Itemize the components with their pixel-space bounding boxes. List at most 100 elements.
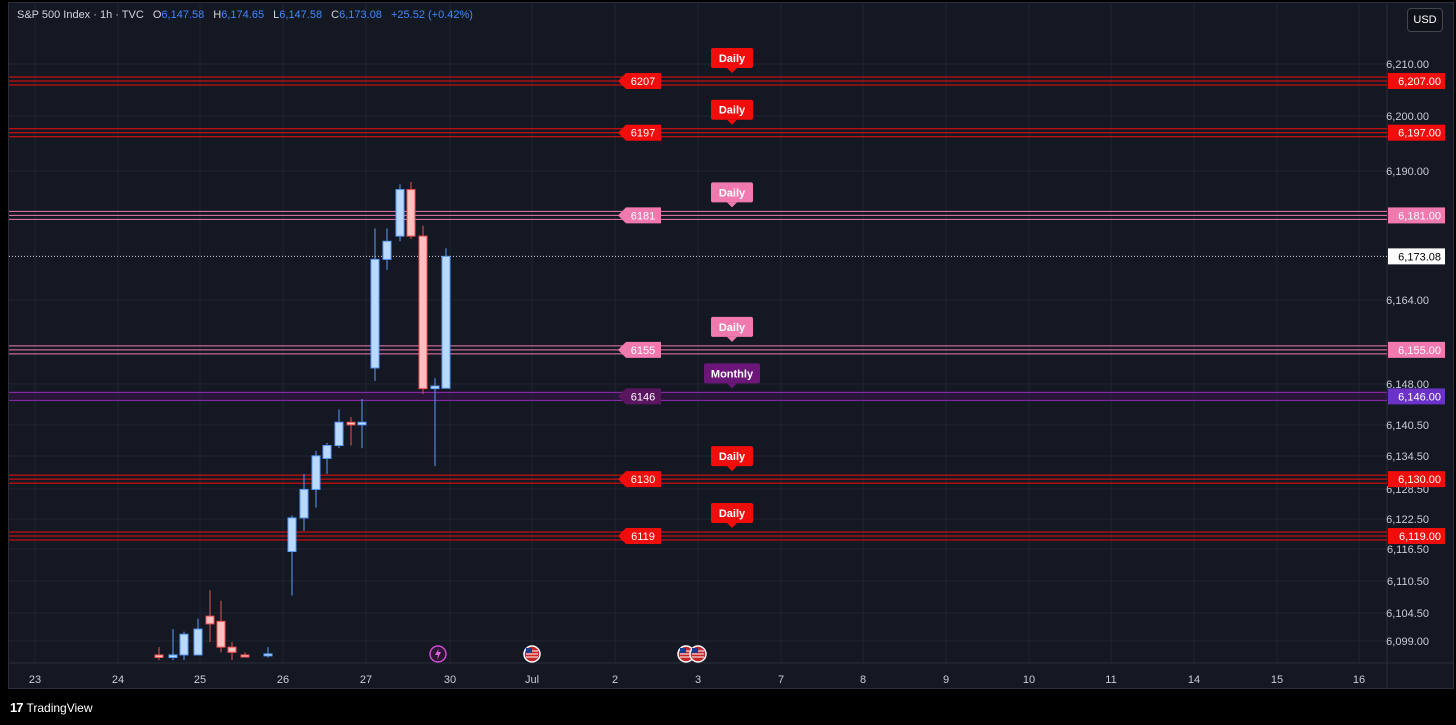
candle-body[interactable] — [287, 517, 297, 553]
timeframe-badge-6130[interactable] — [711, 446, 753, 467]
currency-button[interactable]: USD — [1407, 8, 1443, 32]
candle-body[interactable] — [299, 488, 309, 519]
timeframe-badge-pointer — [727, 68, 737, 73]
price-axis-tick: 6,104.50 — [1386, 608, 1429, 620]
time-axis-tick: 30 — [444, 674, 456, 686]
level-tag-label: 6155 — [631, 345, 655, 357]
time-axis-tick: 15 — [1271, 674, 1283, 686]
candle-body[interactable] — [227, 646, 237, 653]
timeframe-badge-6119[interactable] — [711, 503, 753, 523]
timeframe-badge-pointer — [727, 466, 737, 472]
price-axis-tick: 6,140.50 — [1386, 420, 1429, 432]
candle-body[interactable] — [179, 633, 189, 656]
time-axis-tick: 3 — [695, 674, 701, 686]
time-axis-tick: 25 — [194, 674, 206, 686]
timeframe-badge-6155[interactable] — [711, 316, 753, 337]
low-label: L — [273, 9, 280, 21]
candle-body[interactable] — [240, 654, 250, 658]
time-axis-tick: 26 — [277, 674, 289, 686]
level-tag-6207[interactable] — [618, 73, 661, 89]
candle-body[interactable] — [370, 258, 380, 369]
candle-body[interactable] — [382, 240, 392, 260]
time-axis-tick: 9 — [943, 674, 949, 686]
timeframe-badge-6207[interactable] — [711, 48, 753, 68]
time-axis-tick: 23 — [29, 674, 41, 686]
candle-body[interactable] — [216, 620, 226, 648]
level-tag-6146[interactable] — [618, 388, 661, 405]
price-label-box-6181 — [1388, 207, 1445, 224]
timeframe-badge-label: Daily — [719, 322, 746, 334]
candle-body[interactable] — [406, 189, 416, 237]
time-axis-tick: Jul — [525, 674, 539, 686]
price-axis-tick: 6,148.00 — [1386, 379, 1429, 391]
timeframe-badge-pointer — [727, 336, 737, 342]
price-chart[interactable]: 6,210.00 6,200.00 6,190.00 6,164.00 6,148.00… — [9, 3, 1454, 689]
level-tag-6155[interactable] — [618, 341, 661, 358]
price-axis-level-label: 6,130.00 — [1398, 474, 1441, 486]
timeframe-badge-label: Daily — [719, 451, 746, 463]
timeframe-badge-pointer — [727, 523, 737, 528]
candle-body[interactable] — [311, 455, 321, 490]
tradingview-logo[interactable]: 17 TradingView — [10, 700, 93, 715]
level-tag-6119[interactable] — [618, 528, 661, 544]
price-axis-level-label: 6,155.00 — [1398, 345, 1441, 357]
price-label-box-6197 — [1388, 124, 1445, 141]
candle-body[interactable] — [430, 385, 440, 390]
candle-body[interactable] — [168, 654, 178, 659]
candle-body[interactable] — [441, 255, 451, 389]
footer-bar: 17 TradingView — [0, 691, 1456, 725]
candle-body[interactable] — [193, 628, 203, 656]
price-axis-tick: 6,200.00 — [1386, 111, 1429, 123]
candle-body[interactable] — [395, 189, 405, 237]
level-tag-label: 6146 — [631, 391, 655, 403]
level-tag-6181[interactable] — [618, 207, 661, 224]
candle-body[interactable] — [357, 421, 367, 426]
level-tag-label: 6207 — [631, 76, 655, 88]
level-tag-label: 6119 — [631, 531, 655, 543]
level-tag-6130[interactable] — [618, 471, 661, 488]
timeframe-badge-label: Daily — [719, 105, 746, 117]
earnings-lightning-icon[interactable] — [429, 645, 447, 663]
price-label-box-6146 — [1388, 388, 1445, 405]
tradingview-icon: 17 — [10, 700, 24, 715]
level-tag-6197[interactable] — [618, 124, 661, 141]
low-value: 6,147.58 — [279, 9, 323, 21]
close-value: 6,173.08 — [339, 9, 382, 21]
last-price-label: 6,173.08 — [1398, 251, 1441, 263]
price-axis-level-label: 6,119.00 — [1399, 531, 1441, 543]
candle-body[interactable] — [205, 615, 215, 625]
timeframe-badge-6146[interactable] — [704, 363, 760, 384]
price-axis-level-label: 6,197.00 — [1398, 128, 1441, 140]
timeframe-badge-pointer — [727, 383, 737, 389]
time-axis-tick: 10 — [1023, 674, 1035, 686]
chart-panel[interactable]: 6,210.00 6,200.00 6,190.00 6,164.00 6,148.00… — [8, 2, 1454, 689]
price-label-box-6119 — [1388, 528, 1445, 544]
candle-body[interactable] — [418, 235, 428, 390]
timeframe-badge-6197[interactable] — [711, 99, 753, 120]
price-axis-tick: 6,164.00 — [1386, 295, 1429, 307]
timeframe-badge-label: Monthly — [711, 368, 754, 380]
us-flag-icon[interactable] — [689, 645, 707, 663]
timeframe-badge-6181[interactable] — [711, 182, 753, 203]
us-flag-icon[interactable] — [523, 645, 541, 663]
price-axis-level-label: 6,181.00 — [1398, 210, 1441, 222]
candle-body[interactable] — [334, 421, 344, 447]
candle-body[interactable] — [322, 445, 332, 459]
time-axis-tick: 16 — [1353, 674, 1365, 686]
time-axis-tick: 24 — [112, 674, 124, 686]
price-axis-tick: 6,210.00 — [1386, 59, 1429, 71]
price-axis-tick: 6,116.50 — [1387, 544, 1429, 556]
time-axis-tick: 11 — [1105, 674, 1116, 686]
close-label: C — [331, 9, 340, 21]
time-axis-tick: 27 — [360, 674, 372, 686]
level-tag-label: 6197 — [631, 128, 655, 140]
candle-body[interactable] — [263, 653, 273, 657]
price-axis-tick: 6,122.50 — [1386, 514, 1429, 526]
price-axis-tick: 6,190.00 — [1386, 166, 1429, 178]
symbol-title[interactable]: S&P 500 Index · 1h · TVC — [17, 9, 144, 21]
candle-body[interactable] — [346, 421, 356, 426]
change-value: +25.52 (+0.42%) — [391, 9, 473, 21]
candle-body[interactable] — [154, 654, 164, 659]
price-axis-tick: 6,099.00 — [1386, 636, 1429, 648]
